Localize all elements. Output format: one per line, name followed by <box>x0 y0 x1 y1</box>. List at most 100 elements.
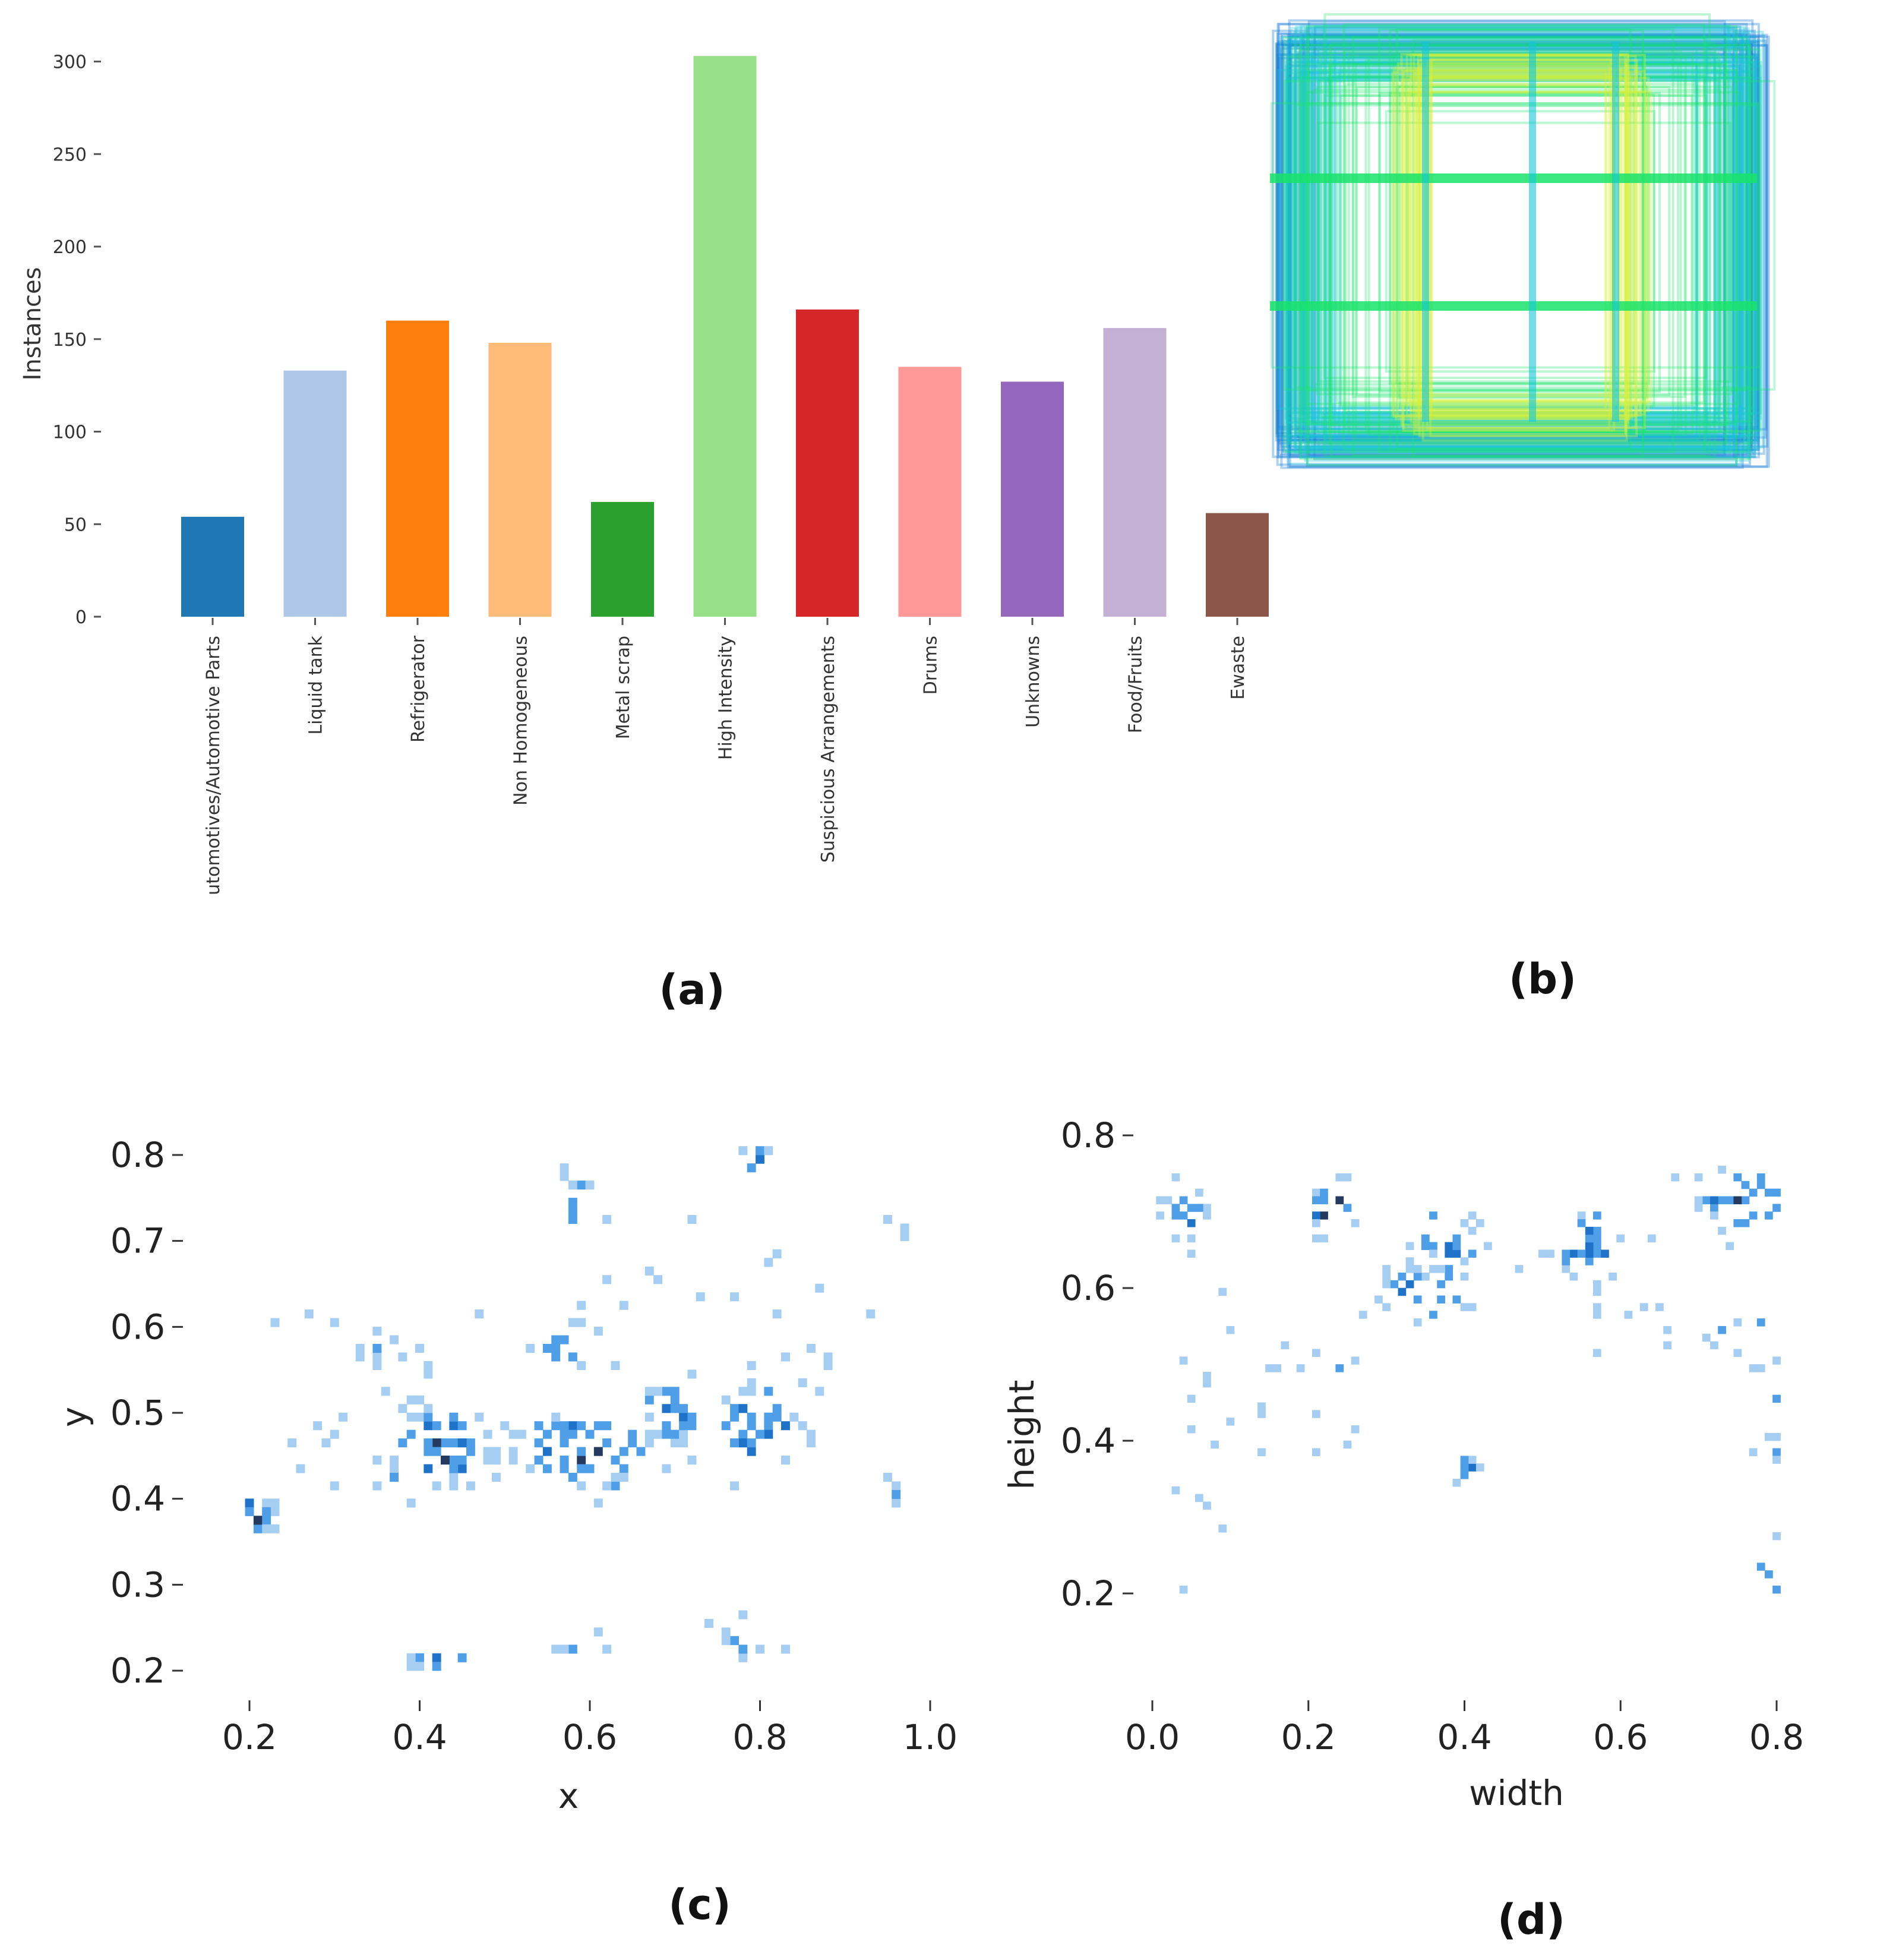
heat-cell <box>1460 1219 1469 1227</box>
box-outline <box>1287 43 1748 440</box>
box-outline <box>1389 29 1645 451</box>
heat-cell <box>1257 1410 1266 1418</box>
bar-utomotives-automotive-parts <box>181 516 244 617</box>
heat-cell <box>1398 1273 1407 1281</box>
heat-cell <box>644 1266 654 1276</box>
heat-cell <box>406 1395 416 1404</box>
box-outline <box>1430 74 1614 418</box>
heat-cell <box>1211 1440 1219 1449</box>
heat-cell <box>534 1456 543 1465</box>
heat-cell <box>1171 1204 1180 1212</box>
panel-a-bars <box>181 56 1269 617</box>
heat-cell <box>602 1214 612 1224</box>
box-outline <box>1429 57 1628 438</box>
heat-cell <box>1265 1364 1274 1372</box>
heat-cell <box>764 1146 773 1156</box>
box-outline <box>1396 85 1649 399</box>
heat-cell <box>406 1662 416 1671</box>
heat-cell <box>1718 1166 1726 1174</box>
heat-cell <box>1312 1349 1320 1357</box>
heat-cell <box>432 1653 441 1662</box>
heat-cell <box>738 1404 748 1413</box>
heat-cell <box>747 1447 756 1456</box>
heat-cell <box>508 1447 518 1456</box>
heat-cell <box>372 1456 382 1465</box>
heat-cell <box>756 1429 764 1439</box>
heat-cell <box>798 1421 807 1431</box>
heat-cell <box>1756 1181 1765 1189</box>
heat-cell <box>602 1481 612 1491</box>
heat-cell <box>1164 1196 1173 1204</box>
heat-cell <box>1351 1219 1360 1227</box>
box-outline <box>1281 39 1767 439</box>
heat-cell <box>1335 1364 1344 1372</box>
heat-cell <box>687 1421 697 1431</box>
heat-cell <box>1398 1287 1407 1296</box>
heat-cell <box>1702 1196 1711 1204</box>
heat-cell <box>542 1447 552 1456</box>
heat-cell <box>1437 1265 1445 1273</box>
heat-cell <box>355 1352 365 1362</box>
heat-cell <box>491 1447 501 1456</box>
heat-cell <box>670 1404 680 1413</box>
panel-d-x-ticks: 0.0 0.2 0.4 0.6 0.8 <box>1125 1700 1804 1757</box>
heat-cell <box>321 1438 331 1448</box>
heat-cell <box>1374 1295 1383 1303</box>
box-outline <box>1355 86 1671 397</box>
heat-cell <box>449 1481 459 1491</box>
box-outline <box>1288 36 1760 442</box>
heat-cell <box>781 1421 790 1431</box>
heat-cell <box>1187 1249 1196 1258</box>
box-outline <box>1276 23 1760 459</box>
box-outline <box>1317 79 1719 422</box>
box-outline <box>1294 60 1732 437</box>
heat-cell <box>1156 1211 1165 1220</box>
heat-cell <box>730 1636 739 1645</box>
heat-cell <box>900 1232 909 1241</box>
heat-cell <box>619 1464 628 1473</box>
box-outline <box>1292 43 1752 434</box>
heat-cell <box>415 1662 424 1671</box>
heat-cell <box>1335 1196 1344 1204</box>
box-outline <box>1279 36 1750 438</box>
heat-cell <box>551 1335 561 1344</box>
heat-cell <box>1405 1257 1414 1265</box>
heat-cell <box>475 1412 484 1422</box>
heat-cell <box>1452 1478 1461 1487</box>
box-outline <box>1306 27 1738 467</box>
heat-cell <box>560 1645 569 1654</box>
heat-cell <box>560 1172 569 1181</box>
heat-cell <box>491 1456 501 1465</box>
bar-metal-scrap <box>591 501 654 617</box>
heat-cell <box>577 1301 586 1310</box>
heat-cell <box>568 1318 577 1327</box>
box-outline <box>1308 69 1737 425</box>
heat-cell <box>738 1438 748 1448</box>
heat-cell <box>1421 1242 1430 1251</box>
box-outline <box>1391 71 1642 417</box>
box-outline <box>1290 27 1735 447</box>
heat-cell <box>508 1429 518 1439</box>
heat-cell <box>449 1412 459 1422</box>
heat-cell <box>1281 1341 1290 1350</box>
box-outline <box>1327 75 1707 418</box>
box-outline <box>1285 78 1749 424</box>
heat-cell <box>738 1387 748 1396</box>
heat-cell <box>1179 1585 1188 1594</box>
heat-cell <box>670 1387 680 1396</box>
box-outline <box>1298 61 1756 437</box>
y-tick-label-0.2: 0.2 <box>1061 1573 1116 1614</box>
panel-c-heatmap: 0.2 0.4 0.6 0.8 1.0 0.20.30.40.50.60.70.8 x … <box>54 1135 958 1816</box>
heat-cell <box>372 1361 382 1370</box>
heat-cell <box>1710 1341 1718 1350</box>
heat-cell <box>296 1464 305 1473</box>
box-outline <box>1311 29 1745 447</box>
heat-cell <box>457 1653 467 1662</box>
x-tick-label-0.2: 0.2 <box>1281 1717 1336 1757</box>
heat-cell <box>372 1327 382 1336</box>
heat-cell <box>1445 1273 1453 1281</box>
bar-ewaste <box>1206 513 1269 617</box>
heat-cell <box>1429 1311 1437 1319</box>
heat-cell <box>1592 1287 1601 1296</box>
heat-cell <box>560 1464 569 1473</box>
